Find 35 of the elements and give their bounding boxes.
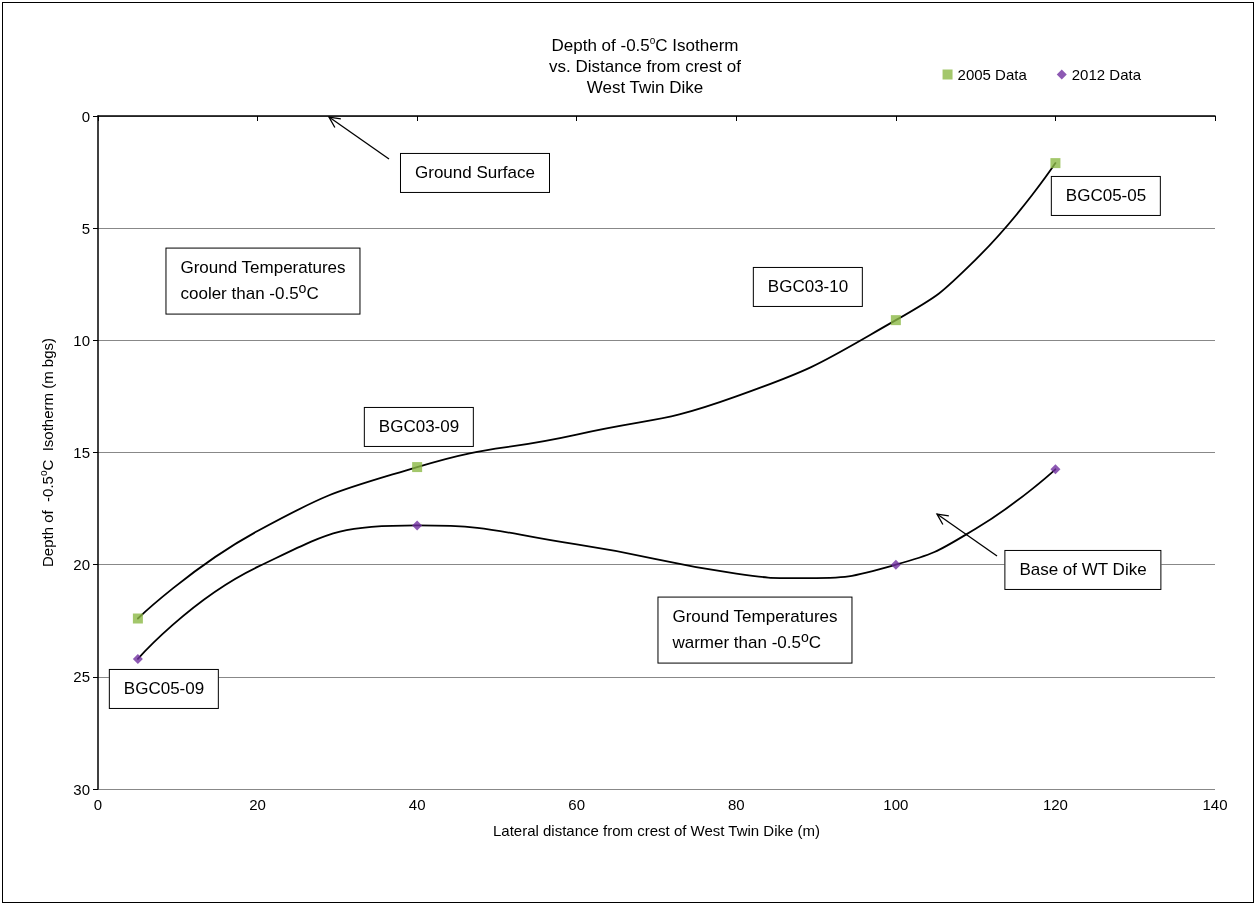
annotation: Base of WT Dike <box>1004 549 1162 591</box>
annotation: Ground Temperatures cooler than -0.5$^{o}$C <box>165 247 361 315</box>
y-axis-title: Depth of -0.5oC Isotherm (m bgs) <box>37 338 56 567</box>
x-tick-label: 0 <box>93 796 103 813</box>
y-tick-label: 25 <box>73 668 90 686</box>
point <box>1050 158 1061 169</box>
x-tick-label: 120 <box>1042 796 1068 813</box>
point <box>412 520 423 531</box>
y-tick-label: 10 <box>73 331 90 349</box>
y-tick-label: 0 <box>81 107 90 125</box>
x-axis-title: Lateral distance from crest of West Twin Dike (m) <box>492 822 821 839</box>
x-tick-label: 100 <box>883 796 909 813</box>
annotation: BGC05-09 <box>108 668 220 710</box>
x-tick-label: 60 <box>568 796 586 813</box>
point <box>890 315 901 326</box>
point <box>1050 464 1061 475</box>
annotation: BGC05-05 <box>1050 175 1162 217</box>
annotation: Ground Temperatures warmer than -0.5$^{o}$C <box>657 596 853 664</box>
point <box>132 653 143 664</box>
x-tick-label: 40 <box>408 796 426 813</box>
x-tick-label: 140 <box>1202 796 1228 813</box>
annotation: BGC03-10 <box>752 266 864 308</box>
y-tick-label: 5 <box>81 219 90 237</box>
x-tick-label: 20 <box>249 796 266 813</box>
x-tick-label: 80 <box>727 796 745 813</box>
annotation: Ground Surface <box>399 152 551 194</box>
point <box>132 613 143 624</box>
legend-label: 2005 Data <box>957 66 1028 83</box>
point <box>412 462 423 473</box>
y-tick-label: 30 <box>73 780 90 798</box>
point <box>890 559 901 570</box>
y-tick-label: 20 <box>73 556 90 574</box>
annotation: BGC03-09 <box>363 406 475 448</box>
y-tick-label: 15 <box>73 444 90 461</box>
legend-label: 2012 Data <box>1071 66 1142 83</box>
